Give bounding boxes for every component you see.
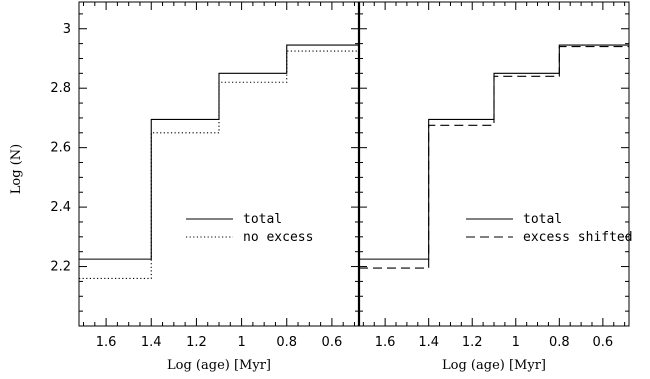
x-tick-label: 1.6 bbox=[375, 335, 396, 350]
x-tick-label: 0.8 bbox=[549, 335, 570, 350]
y-tick-label: 2.2 bbox=[50, 260, 71, 275]
legend-label: excess shifted bbox=[523, 230, 633, 245]
y-tick-label: 2.8 bbox=[50, 81, 71, 96]
y-tick-label: 3 bbox=[63, 22, 71, 37]
x-tick-label: 0.6 bbox=[322, 335, 343, 350]
y-tick-label: 2.6 bbox=[50, 141, 71, 156]
x-tick-label: 1.4 bbox=[418, 335, 439, 350]
x-tick-label: 1.6 bbox=[96, 335, 117, 350]
x-tick-label: 1.2 bbox=[186, 335, 207, 350]
legend-label: total bbox=[523, 212, 562, 227]
left-x-axis-label: Log (age) [Myr] bbox=[167, 358, 271, 373]
left-panel: 1.6 1.4 1.2 1 0.8 0.6 2.2 2.4 2.6 2.8 3 total no exc… bbox=[50, 1, 360, 350]
y-tick-label: 2.4 bbox=[50, 200, 71, 215]
plot-frame bbox=[358, 1, 630, 327]
legend-label: no excess bbox=[243, 230, 313, 245]
x-tick-label: 1.2 bbox=[462, 335, 483, 350]
series-line-total bbox=[79, 44, 359, 260]
legend-label: total bbox=[243, 212, 282, 227]
x-tick-label: 0.8 bbox=[276, 335, 297, 350]
x-tick-label: 0.6 bbox=[593, 335, 614, 350]
x-tick-label: 1 bbox=[237, 335, 245, 350]
y-axis-label: Log (N) bbox=[9, 144, 24, 194]
right-panel: 1.6 1.4 1.2 1 0.8 0.6 total excess shifted bbox=[358, 1, 633, 350]
right-x-axis-label: Log (age) [Myr] bbox=[442, 358, 546, 373]
series-line-excess-shifted bbox=[359, 46, 629, 269]
x-tick-label: 1.4 bbox=[141, 335, 162, 350]
x-tick-label: 1 bbox=[512, 335, 520, 350]
